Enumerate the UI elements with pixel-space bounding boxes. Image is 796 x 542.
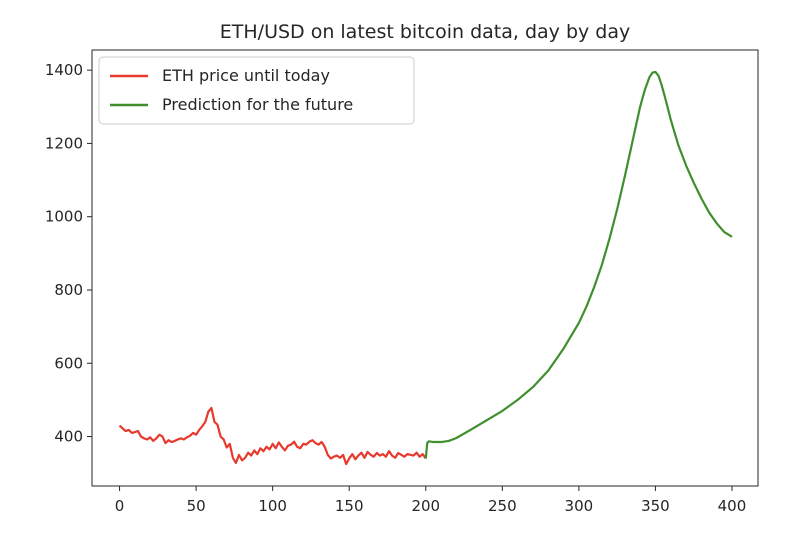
x-tick-label: 200 [411, 497, 440, 515]
y-tick-label: 600 [54, 354, 83, 372]
legend: ETH price until today Prediction for the… [98, 56, 415, 125]
series-line-eth-price [118, 406, 427, 466]
x-tick-label: 100 [258, 497, 287, 515]
y-tick-label: 1400 [45, 61, 83, 79]
y-tick-label: 1000 [45, 208, 83, 226]
y-tick-label: 400 [54, 428, 83, 446]
legend-box [98, 56, 415, 125]
x-tick-label: 350 [641, 497, 670, 515]
chart-title: ETH/USD on latest bitcoin data, day by d… [220, 21, 630, 43]
x-tick-label: 400 [718, 497, 747, 515]
plot-area [118, 70, 733, 466]
axes: 0 50 100 150 200 250 300 350 400 400 600 800 1000 120… [45, 49, 759, 515]
plot-frame [91, 49, 759, 487]
x-tick-label: 0 [115, 497, 125, 515]
y-tick-label: 800 [54, 281, 83, 299]
series-line-prediction [424, 70, 733, 459]
x-tick-label: 250 [488, 497, 517, 515]
x-tick-label: 150 [335, 497, 364, 515]
y-tick-label: 1200 [45, 134, 83, 152]
x-tick-label: 50 [187, 497, 206, 515]
legend-label-eth-price: ETH price until today [162, 66, 330, 85]
x-tick-label: 300 [565, 497, 594, 515]
legend-label-prediction: Prediction for the future [162, 95, 353, 114]
